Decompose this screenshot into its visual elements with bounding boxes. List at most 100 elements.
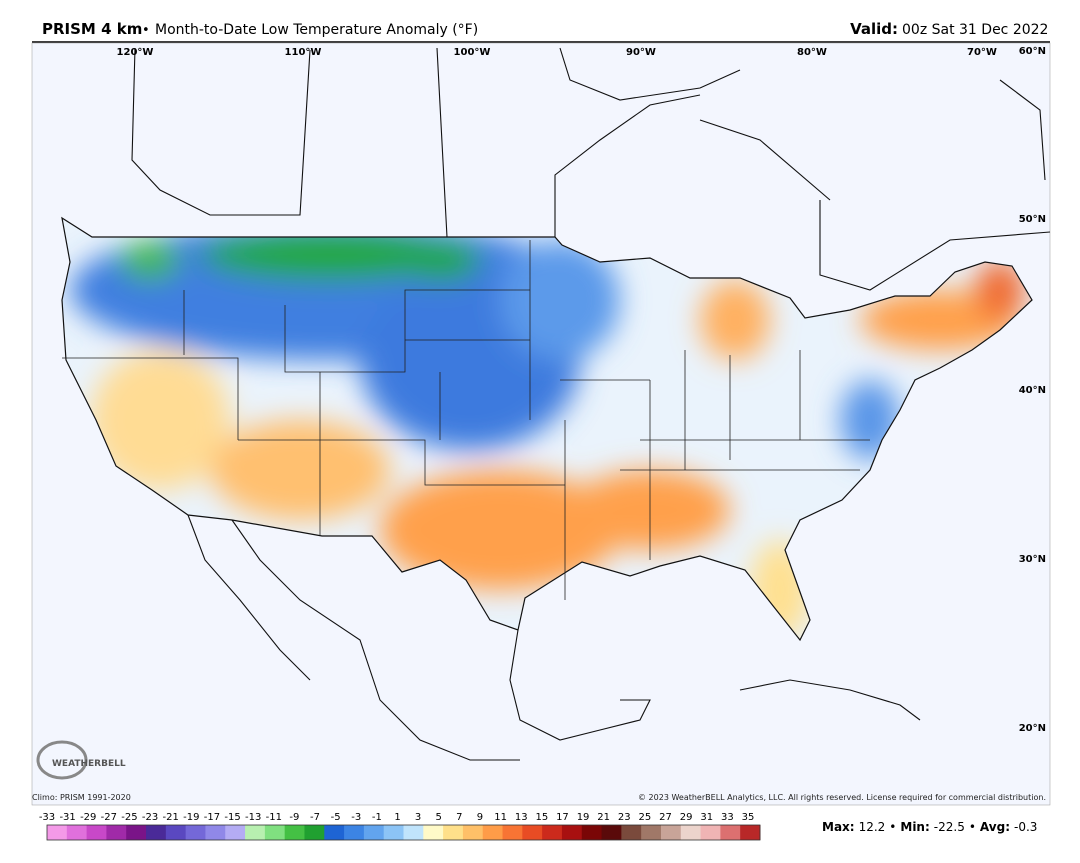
- green-montana: [200, 230, 460, 280]
- warm-southwest: [210, 420, 390, 520]
- color-swatch: [462, 825, 484, 840]
- climo: Climo: PRISM 1991-2020: [32, 793, 131, 802]
- color-swatch: [264, 825, 286, 840]
- colorbar-label: 23: [618, 812, 631, 823]
- colorbar-label: -19: [183, 812, 199, 823]
- color-swatch: [680, 825, 702, 840]
- color-swatch: [443, 825, 464, 840]
- colorbar-border: [46, 824, 761, 841]
- colorbar-label: -11: [266, 812, 282, 823]
- colorbar-label: 19: [577, 812, 590, 823]
- colorbar-label: -27: [101, 812, 117, 823]
- colorbar-label: -5: [331, 812, 341, 823]
- color-swatch: [581, 825, 603, 840]
- colorbar-label: 31: [700, 812, 713, 823]
- colorbar-label: 21: [597, 812, 610, 823]
- valid-time: 00z Sat 31 Dec 2022: [902, 22, 1048, 38]
- color-swatch: [126, 825, 147, 840]
- lat-label: 20°N: [1019, 723, 1046, 734]
- lat-label: 50°N: [1019, 214, 1046, 225]
- colorbar-label: 13: [515, 812, 528, 823]
- colorbar-label: -29: [80, 812, 96, 823]
- color-swatch: [542, 825, 563, 840]
- colorbar-label: 25: [639, 812, 652, 823]
- color-swatch: [522, 825, 543, 840]
- color-swatch: [146, 825, 167, 840]
- color-swatch: [423, 825, 444, 840]
- colorbar-label: -25: [121, 812, 137, 823]
- logo-swirl: [36, 740, 88, 780]
- color-swatch: [660, 825, 682, 840]
- color-swatch: [324, 825, 345, 840]
- stat-text: •: [969, 820, 976, 834]
- title: Month-to-Date Low Temperature Anomaly (°…: [155, 22, 478, 38]
- color-swatch: [482, 825, 504, 840]
- colorbar-label: 9: [477, 812, 483, 823]
- color-swatch: [641, 825, 662, 840]
- copyright: © 2023 WeatherBELL Analytics, LLC. All r…: [638, 793, 1046, 802]
- colorbar-label: 15: [535, 812, 548, 823]
- color-swatch: [700, 825, 721, 840]
- stat-text: -22.5: [934, 820, 965, 834]
- colorbar-label: -23: [142, 812, 158, 823]
- stat-text: Max:: [822, 820, 855, 834]
- colorbar-label: -21: [163, 812, 179, 823]
- colorbar-label: 5: [436, 812, 442, 823]
- colorbar-label: -15: [224, 812, 240, 823]
- lon-label: 90°W: [626, 47, 656, 58]
- warm-michigan: [700, 280, 770, 360]
- lat-label: 60°N: [1019, 46, 1046, 57]
- colorbar-label: -31: [59, 812, 75, 823]
- lon-label: 80°W: [797, 47, 827, 58]
- colorbar-label: 27: [659, 812, 672, 823]
- lat-label: 30°N: [1019, 554, 1046, 565]
- colorbar-label: 1: [394, 812, 400, 823]
- lon-label: 100°W: [454, 47, 491, 58]
- stat-text: -0.3: [1014, 820, 1037, 834]
- colorbar: -33 -31 -29 -27 -25 -23 -21 -19 -17 -15 -13 -11 -9 -7…: [39, 812, 761, 841]
- color-swatch: [561, 825, 583, 840]
- color-swatch: [304, 825, 325, 840]
- lon-label: 70°W: [967, 47, 997, 58]
- stat-text: 12.2: [859, 820, 886, 834]
- stat-text: Min:: [900, 820, 929, 834]
- stat-text: •: [889, 820, 896, 834]
- color-swatch: [106, 825, 127, 840]
- color-swatch: [403, 825, 424, 840]
- lat-label: 40°N: [1019, 385, 1046, 396]
- colorbar-label: 35: [742, 812, 755, 823]
- lat-labels: 60°N 50°N 40°N 30°N 20°N: [1019, 46, 1046, 734]
- colorbar-label: -13: [245, 812, 261, 823]
- color-swatch: [185, 825, 206, 840]
- warm-maine: [975, 260, 1025, 320]
- valid-label: Valid:: [850, 20, 898, 38]
- lon-label: 110°W: [285, 47, 322, 58]
- color-swatch: [225, 825, 246, 840]
- color-swatch: [245, 825, 266, 840]
- colorbar-label: 33: [721, 812, 734, 823]
- product: PRISM 4 km: [42, 20, 142, 38]
- colorbar-label: -33: [39, 812, 55, 823]
- color-swatch: [47, 825, 68, 840]
- stat-text: Avg:: [980, 820, 1010, 834]
- colorbar-label: 11: [494, 812, 507, 823]
- color-swatch: [86, 825, 107, 840]
- colorbar-label: 3: [415, 812, 421, 823]
- separator: •: [142, 23, 150, 38]
- color-swatch: [66, 825, 88, 840]
- color-swatch: [740, 825, 761, 840]
- color-swatch: [601, 825, 622, 840]
- green-wa: [120, 240, 180, 280]
- stats: Max: 12.2 • Min: -22.5 • Avg: -0.3: [822, 820, 1037, 834]
- logo-text: WEATHERBELL: [52, 759, 126, 769]
- color-swatch: [720, 825, 741, 840]
- colorbar-label: -9: [289, 812, 299, 823]
- color-swatch: [165, 825, 187, 840]
- warm-west: [90, 350, 230, 490]
- colorbar-label: 17: [556, 812, 569, 823]
- color-swatch: [621, 825, 642, 840]
- map-base: [131, 47, 1051, 761]
- color-swatch: [344, 825, 365, 840]
- color-swatch: [363, 825, 385, 840]
